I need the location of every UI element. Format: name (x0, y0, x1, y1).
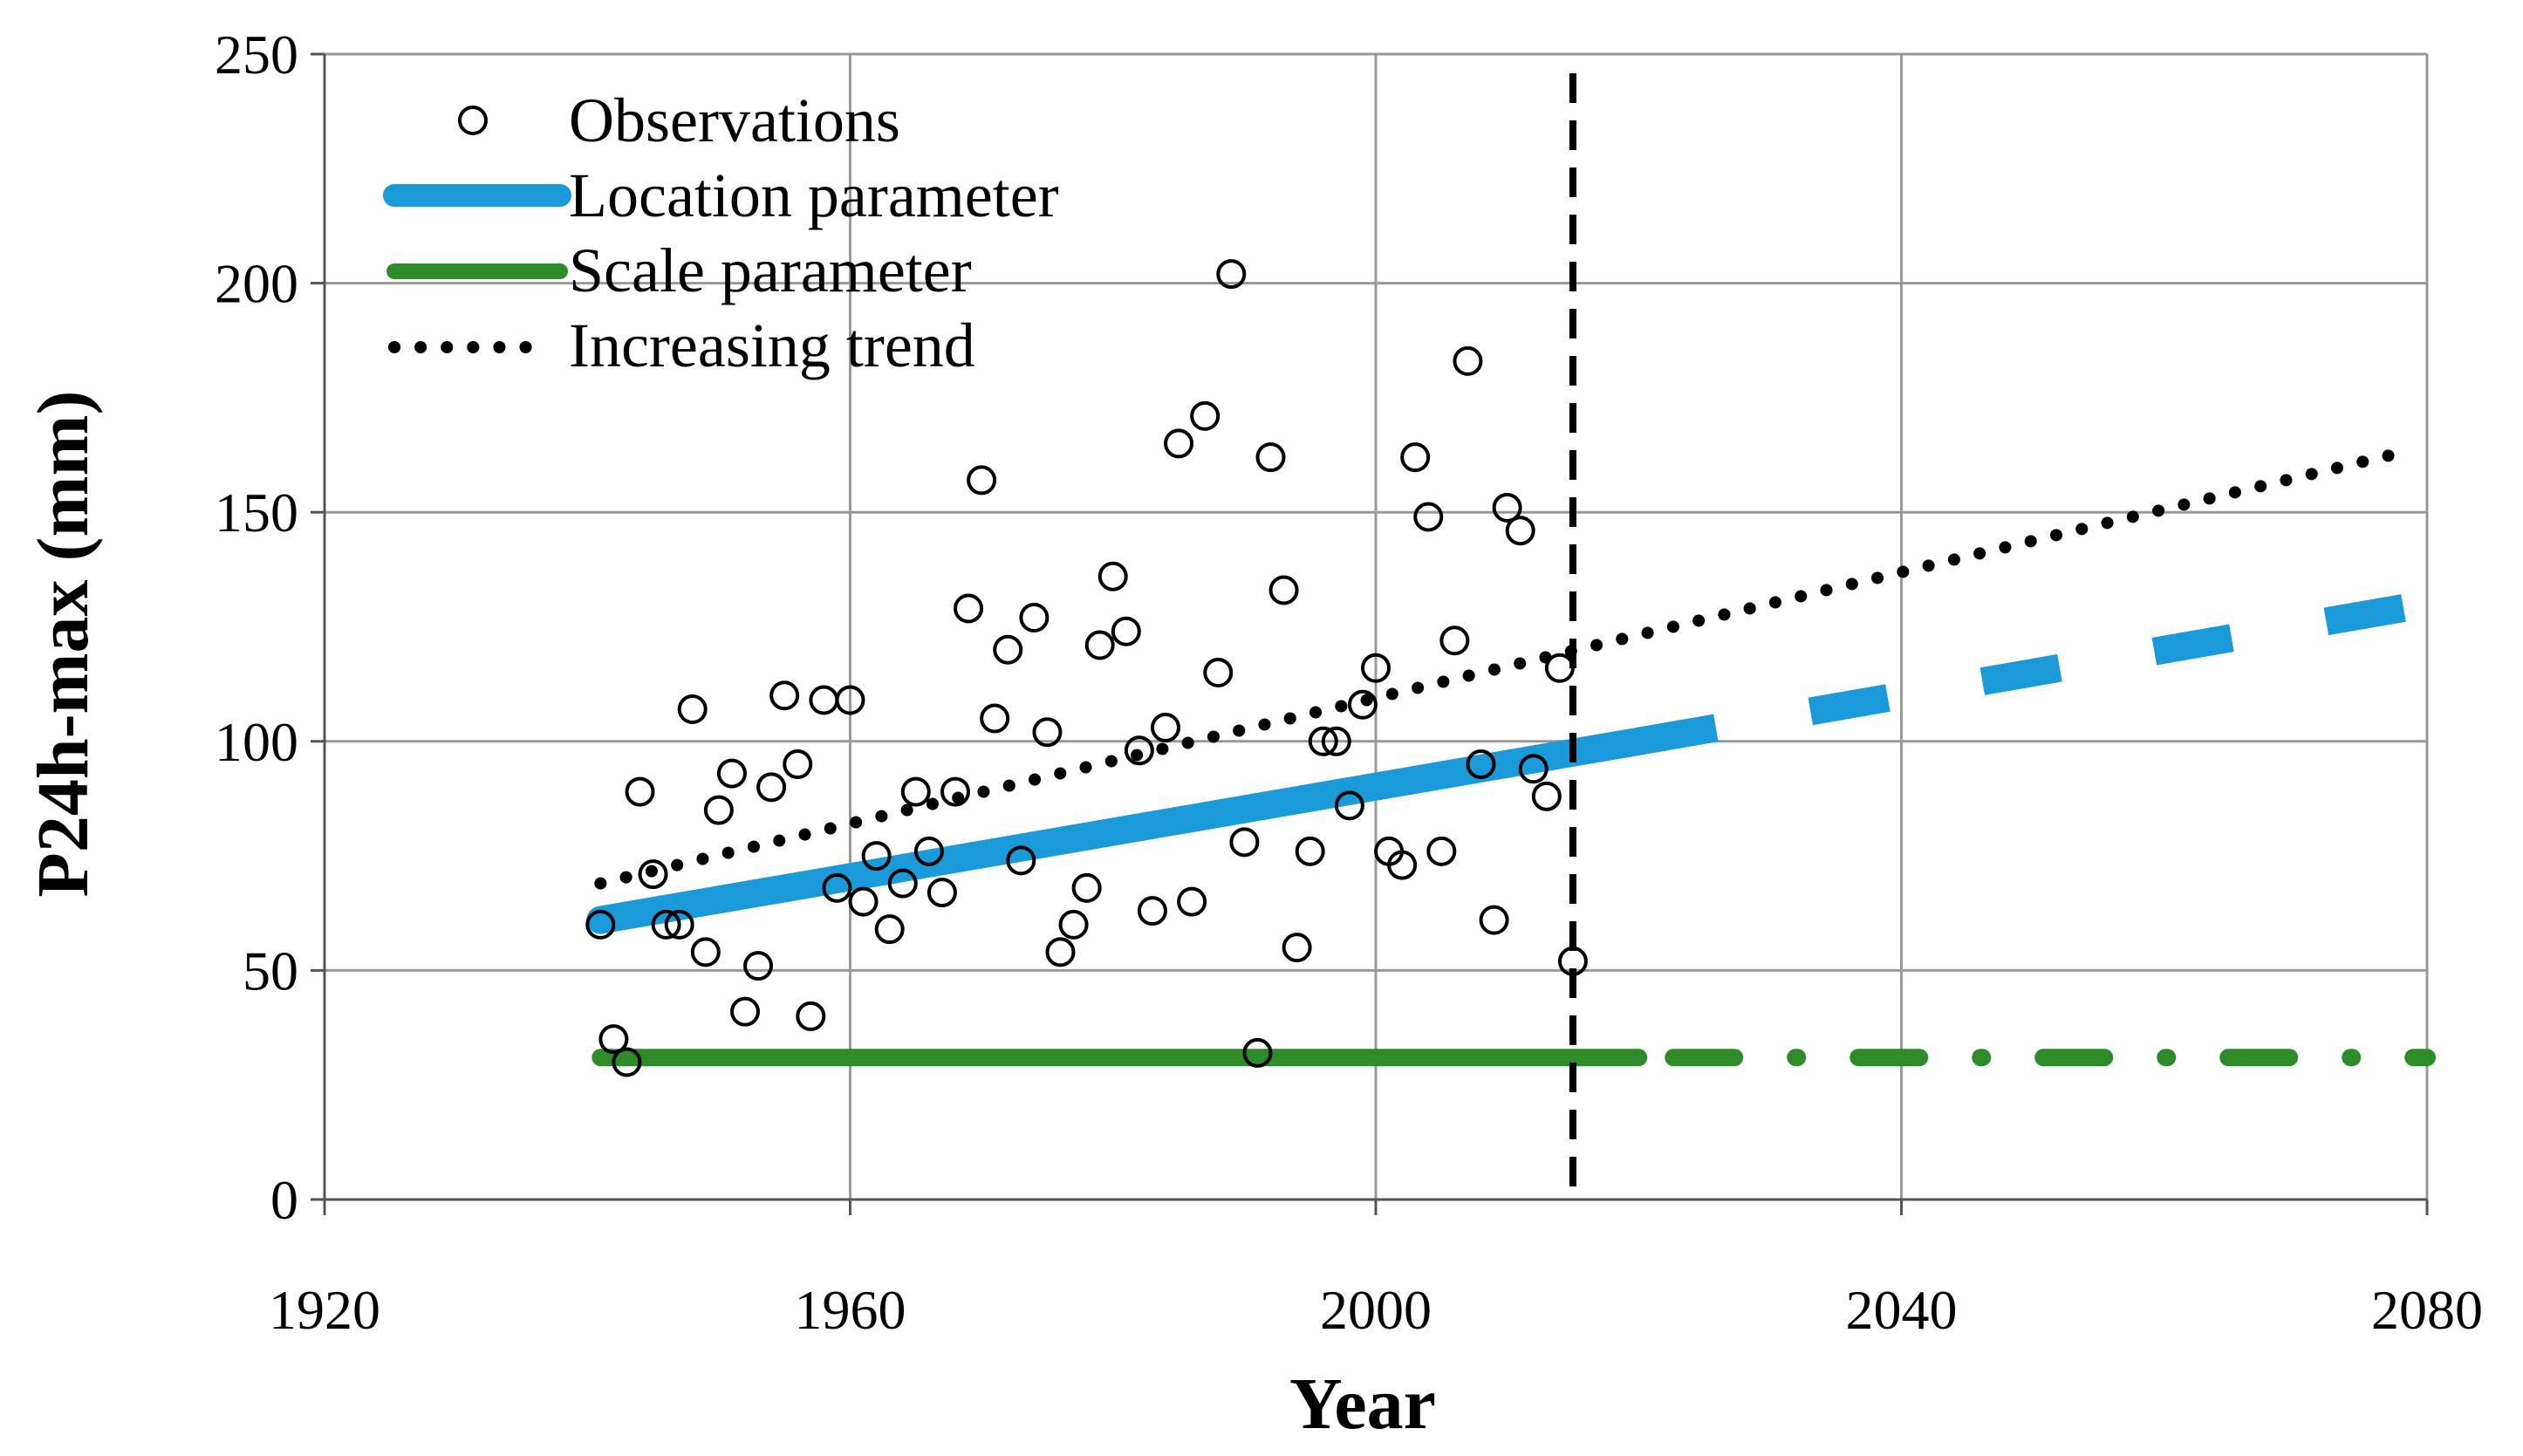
observation-point (1071, 872, 1102, 903)
observation-point (861, 841, 892, 872)
observation-point (967, 465, 997, 496)
observation-point (1361, 653, 1391, 683)
observation-point (993, 634, 1023, 665)
observation-point (690, 937, 721, 967)
y-tick-label: 250 (215, 24, 298, 85)
y-axis-title: P24h-max (mm) (23, 391, 104, 898)
legend-label-scale: Scale parameter (569, 236, 972, 305)
observation-point (835, 685, 865, 715)
observation-point (651, 909, 681, 940)
observation-point (1321, 726, 1351, 756)
observation-point (1137, 896, 1167, 926)
observation-point (1032, 717, 1063, 748)
observation-point (848, 886, 879, 917)
observation-point (638, 859, 668, 890)
observation-point (1164, 428, 1194, 459)
legend-label-trend: Increasing trend (569, 311, 975, 380)
observation-point (1453, 345, 1483, 376)
x-tick-label: 1960 (795, 1279, 906, 1341)
observation-point (1229, 827, 1260, 858)
x-tick-label: 1920 (269, 1279, 380, 1341)
x-tick-label: 2040 (1846, 1279, 1958, 1341)
observation-point (612, 1047, 642, 1077)
observation-point (1492, 492, 1522, 523)
observation-point (1019, 602, 1050, 632)
observation-point (1177, 886, 1207, 917)
grid (323, 52, 2429, 1201)
observation-point (730, 996, 760, 1027)
observation-point (1334, 790, 1364, 821)
observation-point (1295, 836, 1325, 866)
location-parameter-projection (1636, 590, 2430, 755)
observation-point (677, 694, 708, 725)
y-tick-label: 200 (215, 253, 298, 315)
observation-point (1347, 689, 1378, 720)
observation-point (585, 909, 616, 940)
observation-point (1439, 625, 1470, 656)
observation-point (1203, 658, 1234, 688)
axes: Year P24h-max (mm) 0 50 100 150 200 250 1920 19… (23, 24, 2483, 1445)
observation-point (954, 593, 984, 624)
observation-point (796, 1001, 826, 1031)
observation-point (1387, 850, 1418, 880)
observation-point (1151, 713, 1180, 743)
observation-point (756, 772, 787, 803)
observation-point (1413, 502, 1444, 532)
observation-point (716, 758, 747, 789)
y-tick-label: 150 (215, 482, 298, 543)
y-tick-label: 50 (243, 940, 298, 1001)
y-tick-label: 0 (270, 1169, 298, 1231)
observation-point (887, 868, 918, 899)
x-tick-label: 2080 (2371, 1279, 2483, 1341)
observation-point (1216, 259, 1247, 290)
observation-point (1268, 575, 1299, 605)
observation-point (1124, 735, 1154, 766)
observation-point (769, 680, 800, 711)
observation-point (822, 872, 852, 903)
legend-label-observations: Observations (569, 85, 900, 155)
observation-point (1308, 726, 1338, 756)
observation-point (664, 909, 694, 940)
observation-point (1544, 653, 1575, 683)
observation-point (940, 776, 970, 807)
observation-point (1518, 754, 1549, 784)
observation-point (1466, 749, 1496, 780)
observation-point (874, 914, 905, 945)
observation-point (1479, 905, 1509, 935)
observation-point (1006, 845, 1036, 876)
location-parameter-line (586, 727, 1653, 934)
series (585, 73, 2436, 1200)
observation-point (900, 776, 931, 807)
observation-point (1111, 616, 1141, 646)
observation-point (1255, 442, 1286, 473)
observation-point (926, 878, 957, 908)
observation-point (1058, 909, 1089, 940)
observation-point (1097, 561, 1128, 591)
observation-point (1084, 630, 1115, 660)
x-tick-label: 2000 (1320, 1279, 1432, 1341)
observation-point (703, 795, 734, 825)
observation-point (1190, 400, 1220, 431)
observation-point (1282, 933, 1312, 963)
x-axis-title: Year (1289, 1364, 1436, 1445)
legend-label-location: Location parameter (569, 161, 1059, 230)
observation-point (625, 776, 655, 807)
y-tick-label: 100 (215, 711, 298, 773)
observation-point (1531, 781, 1562, 811)
legend-marker-observations (458, 106, 488, 135)
observation-point (598, 1024, 629, 1055)
observation-point (913, 836, 944, 866)
observation-point (1505, 516, 1535, 546)
observation-point (743, 951, 774, 981)
observation-point (1045, 937, 1076, 967)
observation-point (980, 703, 1010, 734)
observation-point (1400, 442, 1431, 473)
observation-point (1242, 1037, 1273, 1068)
legend: Observations Location parameter Scale pa… (383, 85, 1059, 380)
observation-point (1426, 836, 1457, 866)
observation-point (783, 749, 813, 780)
observation-point (809, 685, 839, 715)
